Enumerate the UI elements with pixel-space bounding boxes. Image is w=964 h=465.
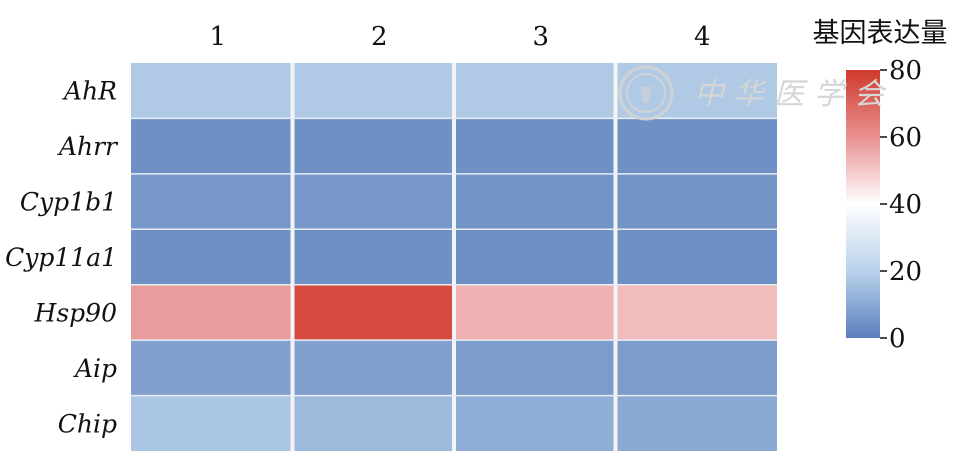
watermark-text: 中华医学会 <box>694 77 894 112</box>
heatmap-cells <box>131 63 777 451</box>
heatmap-cell-ahr-3 <box>454 63 616 119</box>
heatmap-cell-cyp11a1-3 <box>454 229 616 285</box>
heatmap-cell-ahr-1 <box>131 63 293 119</box>
column-label-2: 2 <box>371 22 388 52</box>
column-label-4: 4 <box>694 22 711 52</box>
row-label-ahr: AhR <box>62 77 117 106</box>
row-labels: AhR Ahrr Cyp1b1 Cyp11a1 Hsp90 Aip Chip <box>5 77 119 439</box>
heatmap-cell-ahr-4 <box>615 63 777 119</box>
column-label-1: 1 <box>209 22 226 52</box>
heatmap-cell-chip-3 <box>454 395 616 451</box>
row-label-cyp11a1: Cyp11a1 <box>5 243 117 272</box>
heatmap-cell-chip-4 <box>615 395 777 451</box>
heatmap-cell-hsp90-4 <box>615 284 777 341</box>
heatmap-cell-aip-2 <box>292 340 454 396</box>
heatmap-cell-cyp1b1-3 <box>454 173 616 230</box>
heatmap-cell-hsp90-3 <box>454 284 616 341</box>
row-label-cyp1b1: Cyp1b1 <box>20 188 117 217</box>
heatmap-cell-chip-1 <box>131 395 293 451</box>
heatmap-cell-aip-1 <box>131 340 293 396</box>
row-label-chip: Chip <box>58 409 117 438</box>
heatmap-cell-cyp1b1-1 <box>131 173 293 230</box>
heatmap-cell-aip-4 <box>615 340 777 396</box>
row-label-hsp90: Hsp90 <box>34 298 118 327</box>
heatmap-cell-cyp11a1-4 <box>615 229 777 285</box>
heatmap-cell-ahrr-3 <box>454 118 616 174</box>
row-label-ahrr: Ahrr <box>57 132 119 161</box>
svg-text:☤: ☤ <box>638 81 654 109</box>
colorbar-title: 基因表达量 <box>813 18 948 49</box>
colorbar-tick-label: 40 <box>889 190 922 220</box>
heatmap-cell-cyp1b1-4 <box>615 173 777 230</box>
heatmap-cell-cyp11a1-1 <box>131 229 293 285</box>
heatmap-cell-cyp1b1-2 <box>292 173 454 230</box>
colorbar-tick-label: 0 <box>889 324 906 354</box>
colorbar-tick-label: 20 <box>889 257 922 287</box>
heatmap-cell-cyp11a1-2 <box>292 229 454 285</box>
colorbar-tick-label: 60 <box>889 123 922 153</box>
row-label-aip: Aip <box>73 354 117 383</box>
heatmap-cell-ahrr-2 <box>292 118 454 174</box>
heatmap-cell-chip-2 <box>292 395 454 451</box>
heatmap-cell-ahrr-4 <box>615 118 777 174</box>
colorbar-tick-label: 80 <box>889 56 922 86</box>
heatmap-cell-ahr-2 <box>292 63 454 119</box>
heatmap-cell-hsp90-1 <box>131 284 293 341</box>
colorbar-ticks: 0 20 40 60 80 <box>880 56 922 354</box>
heatmap-cell-hsp90-2 <box>292 284 454 341</box>
heatmap-cell-aip-3 <box>454 340 616 396</box>
column-label-3: 3 <box>532 22 549 52</box>
heatmap-cell-ahrr-1 <box>131 118 293 174</box>
watermark-seal: ☤ <box>618 65 674 121</box>
colorbar <box>846 70 880 338</box>
column-labels: 1 2 3 4 <box>209 22 710 52</box>
